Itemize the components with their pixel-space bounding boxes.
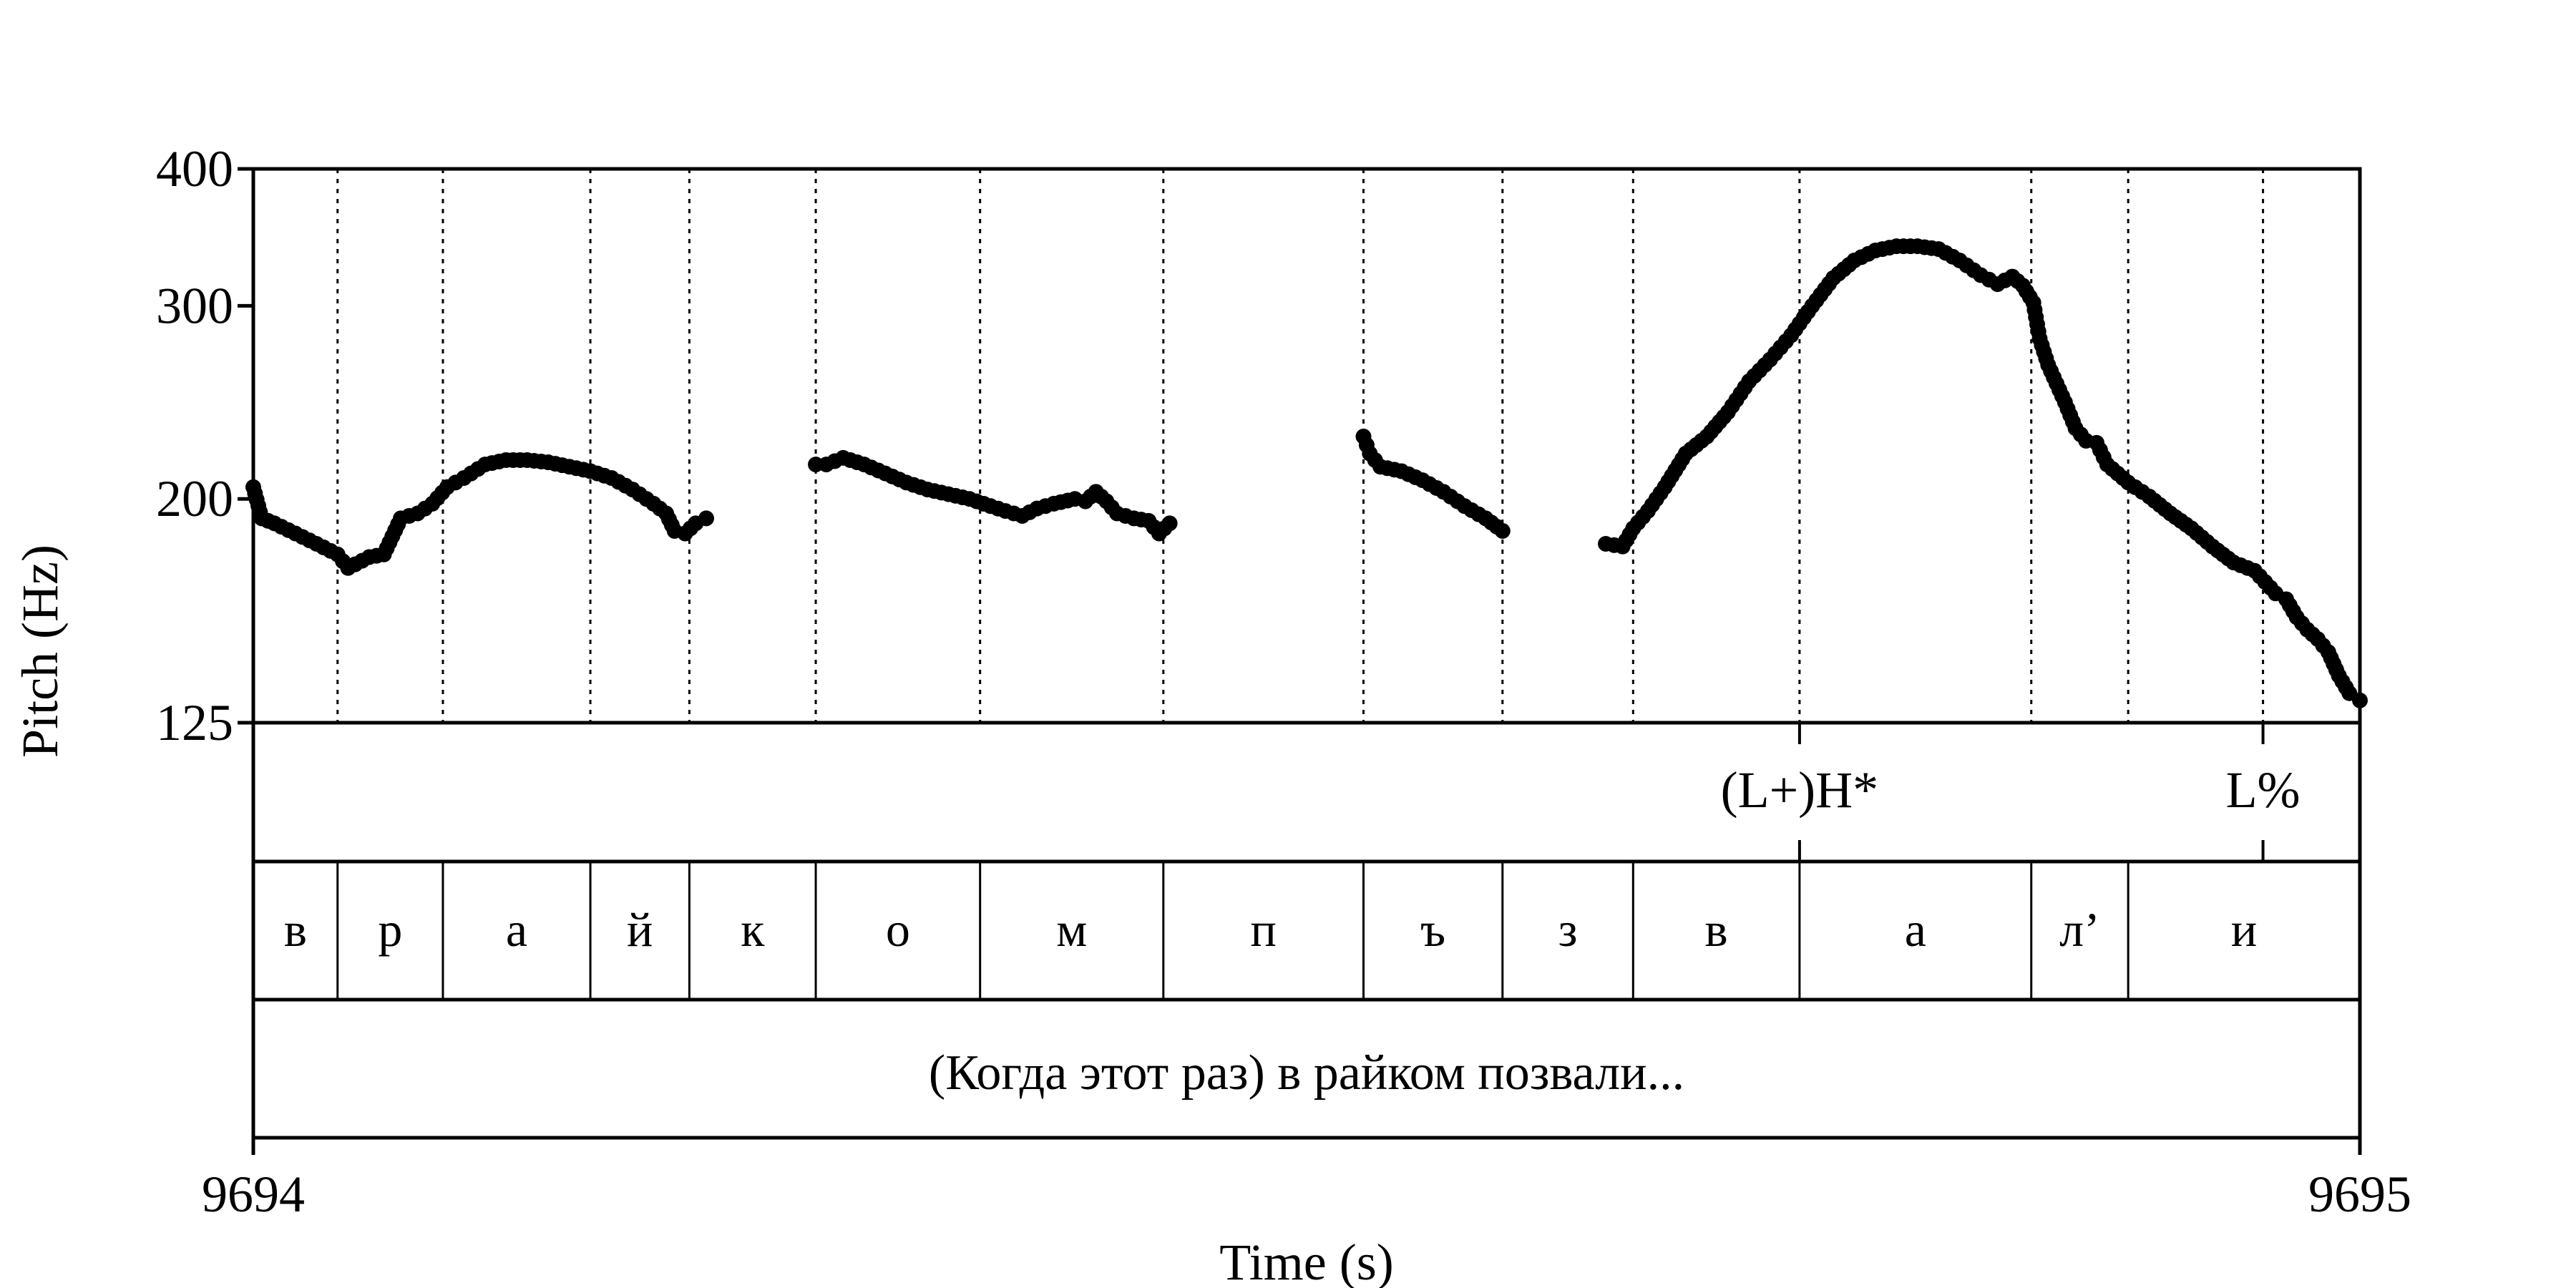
tone-tier-frame [251, 721, 2362, 864]
pitch-points [245, 238, 2368, 708]
segment-label: п [1250, 902, 1276, 957]
pitch-point [1494, 522, 1511, 539]
segment-label: в [1705, 902, 1728, 957]
segment-label: в [284, 902, 307, 957]
segment-label: а [506, 902, 527, 957]
y-tick-label: 400 [156, 140, 233, 197]
x-tick-label: 9694 [202, 1166, 305, 1223]
pitch-point [698, 510, 714, 527]
segment-label: к [741, 902, 765, 957]
segment-tier-frame [251, 859, 2362, 1002]
y-axis-title: Pitch (Hz) [11, 545, 69, 758]
utterance-label: (Когда этот раз) в райком позвали... [929, 1045, 1684, 1101]
pitch-point [2352, 692, 2368, 708]
chart-labels: Pitch (Hz) Time (s) (Когда этот раз) в р… [11, 140, 2411, 1288]
pitch-pane-frame [251, 167, 2362, 725]
segment-label: о [886, 902, 910, 957]
y-tick-label: 125 [156, 694, 233, 751]
y-tick-label: 300 [156, 277, 233, 334]
segment-label: й [627, 902, 653, 957]
segment-label: з [1558, 902, 1578, 957]
boundary-lines [336, 169, 2265, 723]
y-tick-label: 200 [156, 470, 233, 527]
tone-label: L% [2226, 761, 2301, 819]
x-tick-label: 9695 [2308, 1166, 2411, 1223]
segment-label: а [1905, 902, 1926, 957]
segment-label: м [1056, 902, 1087, 957]
x-axis-title: Time (s) [1219, 1234, 1393, 1288]
utterance-tier-frame [251, 997, 2362, 1140]
segment-label: л’ [2059, 902, 2100, 957]
tone-label: (L+)H* [1721, 761, 1879, 819]
segment-label: и [2231, 902, 2257, 957]
segment-label: ъ [1420, 902, 1445, 957]
segment-label: р [378, 902, 402, 957]
plot-frame [238, 167, 2362, 1155]
pitch-point [1161, 515, 1178, 532]
